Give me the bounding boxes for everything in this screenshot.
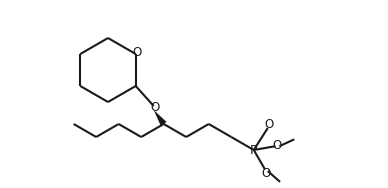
Text: O: O [261,167,270,180]
Text: O: O [264,118,274,130]
Text: P: P [250,143,258,156]
Text: O: O [150,101,159,114]
Text: O: O [273,139,282,152]
Text: O: O [132,46,141,59]
Polygon shape [154,110,166,126]
